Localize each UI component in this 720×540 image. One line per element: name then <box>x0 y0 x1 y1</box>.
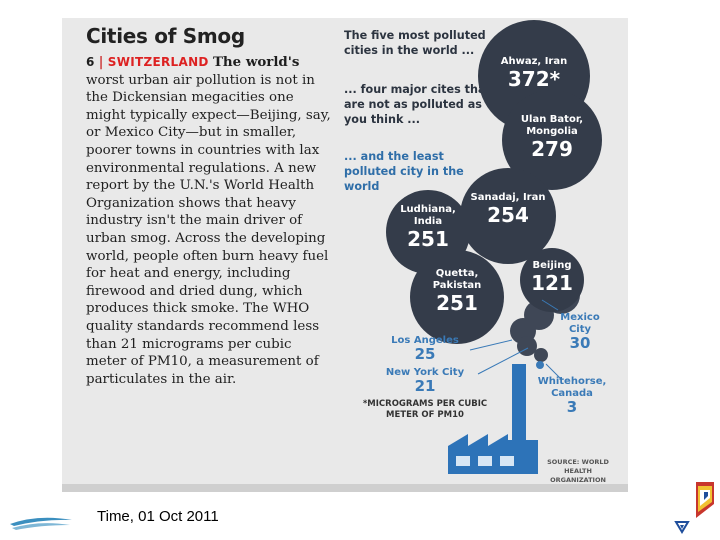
source-credit: SOURCE: WORLD HEALTH ORGANIZATION <box>547 458 609 484</box>
label-los-angeles: Los Angeles 25 <box>380 335 470 362</box>
article-body: worst urban air pollution is not in the … <box>86 72 331 387</box>
smoke-puff <box>536 361 544 369</box>
slide-caption: Time, 01 Oct 2011 <box>97 508 219 525</box>
leader-line <box>541 299 559 311</box>
bubble-quetta: Quetta, Pakistan 251 <box>410 250 504 344</box>
city-name: Whitehorse, Canada <box>537 376 607 399</box>
city-value: 279 <box>531 137 573 161</box>
logo-badge-icon <box>674 482 714 534</box>
city-value: 3 <box>566 398 578 416</box>
leader-line <box>477 347 529 375</box>
legend-most-polluted: The five most polluted cities in the wor… <box>344 29 486 57</box>
item-number: 6 <box>86 55 95 69</box>
city-name: Ulan Bator, Mongolia <box>520 114 584 137</box>
leader-lines <box>469 299 563 381</box>
smoke-puff <box>534 348 548 362</box>
city-name: Quetta, Pakistan <box>432 268 482 291</box>
city-name: Los Angeles <box>391 335 459 346</box>
city-value: 251 <box>407 227 449 251</box>
article-lead: The world's <box>212 54 300 70</box>
logo-swoosh-icon <box>10 517 72 530</box>
city-name: Ludhiana, India <box>400 204 456 227</box>
city-value: 254 <box>487 203 529 227</box>
country-label: SWITZERLAND <box>107 55 209 69</box>
city-name: Beijing <box>532 260 572 271</box>
city-value: 21 <box>414 377 436 395</box>
city-name: Ahwaz, Iran <box>500 56 568 67</box>
article-text: 6 | SWITZERLAND The world's worst urban … <box>86 54 334 388</box>
label-mexico-city: Mexico City 30 <box>550 312 610 351</box>
label-new-york: New York City 21 <box>372 367 478 394</box>
magazine-clipping: Cities of Smog 6 | SWITZERLAND The world… <box>62 18 628 492</box>
bubble-sanandaj: Sanadaj, Iran 254 <box>460 168 556 264</box>
bubble-beijing: Beijing 121 <box>520 248 584 312</box>
city-name: New York City <box>385 367 465 378</box>
city-value: 25 <box>414 345 436 363</box>
units-footnote: *MICROGRAMS PER CUBIC METER OF PM10 <box>362 399 488 420</box>
legend-least-polluted: ... and the least polluted city in the w… <box>344 150 464 193</box>
city-name: Sanadaj, Iran <box>470 192 546 203</box>
city-value: 251 <box>436 291 478 315</box>
label-whitehorse: Whitehorse, Canada 3 <box>532 376 612 415</box>
factory-icon <box>448 364 538 474</box>
leader-line <box>545 363 563 381</box>
page-title: Cities of Smog <box>86 24 245 48</box>
item-separator: | <box>98 54 104 70</box>
city-value: 30 <box>569 334 591 352</box>
city-name: Mexico City <box>560 312 600 335</box>
leader-line <box>469 339 513 351</box>
city-value: 121 <box>531 271 573 295</box>
city-value: 372* <box>507 67 561 91</box>
legend-not-as-polluted: ... four major cites that are not as pol… <box>344 83 491 126</box>
